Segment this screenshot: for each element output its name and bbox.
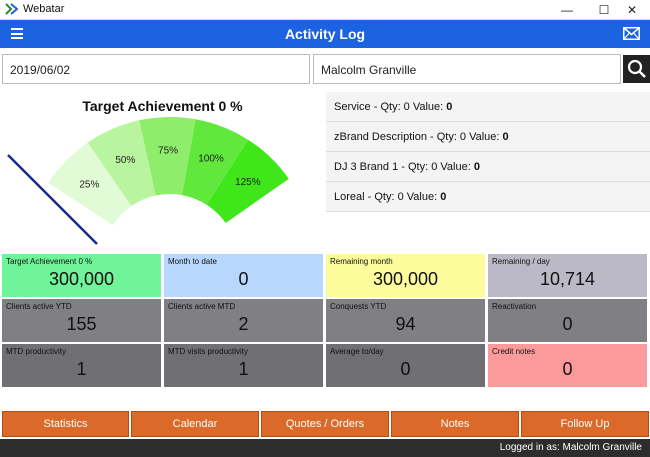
tile-value: 0 — [562, 314, 573, 334]
product-value: 0 — [446, 101, 453, 113]
tile-value: 94 — [395, 314, 416, 334]
tile-label: Credit notes — [492, 347, 536, 356]
gauge-needle — [7, 154, 98, 245]
app-header: Activity Log — [0, 20, 650, 48]
hamburger-icon[interactable] — [11, 28, 23, 39]
gauge-segment — [139, 117, 196, 196]
tile-label: Clients active YTD — [6, 302, 72, 311]
gauge-segment — [182, 119, 249, 205]
tile-value: 0 — [238, 269, 249, 289]
quotes-orders-button[interactable]: Quotes / Orders — [261, 411, 389, 437]
notes-button[interactable]: Notes — [391, 411, 519, 437]
tile-value: 300,000 — [372, 269, 439, 289]
tile-mtd-productivity[interactable]: MTD productivity 1 — [2, 344, 161, 387]
tile-credit-notes[interactable]: Credit notes 0 — [488, 344, 647, 387]
tile-label: Clients active MTD — [168, 302, 236, 311]
logged-in-text: Logged in as: Malcolm Granville — [499, 442, 642, 453]
product-item[interactable]: Loreal - Qty: 0 Value: 0 — [326, 182, 650, 212]
product-text: DJ 3 Brand 1 - Qty: 0 Value: — [334, 161, 474, 173]
tile-value: 1 — [76, 359, 87, 379]
tile-label: Reactivation — [492, 302, 537, 311]
statistics-button[interactable]: Statistics — [2, 411, 129, 437]
product-item[interactable]: Service - Qty: 0 Value: 0 — [326, 92, 650, 122]
mail-icon[interactable] — [623, 27, 640, 40]
product-text: Loreal - Qty: 0 Value: — [334, 191, 441, 203]
tile-remaining-month[interactable]: Remaining month 300,000 — [326, 254, 485, 297]
tile-label: Month to date — [168, 257, 217, 266]
gauge-segment-label: 100% — [198, 153, 224, 164]
tile-label: MTD visits productivity — [168, 347, 249, 356]
product-text: zBrand Description - Qty: 0 Value: — [334, 131, 503, 143]
status-bar: Logged in as: Malcolm Granville — [0, 439, 650, 457]
tile-label: MTD productivity — [6, 347, 67, 356]
tile-value: 0 — [400, 359, 411, 379]
product-item[interactable]: DJ 3 Brand 1 - Qty: 0 Value: 0 — [326, 152, 650, 182]
gauge-segment-label: 50% — [115, 155, 135, 166]
tile-clients-active-ytd[interactable]: Clients active YTD 155 — [2, 299, 161, 342]
window-title: Webatar — [23, 3, 65, 15]
window-titlebar: Webatar — ☐ ✕ — [0, 0, 650, 20]
gauge-segment — [48, 142, 132, 225]
tile-value: 300,000 — [48, 269, 115, 289]
gauge-title: Target Achievement 0 % — [82, 98, 243, 114]
product-value: 0 — [473, 161, 480, 173]
gauge-segment-label: 25% — [79, 180, 99, 191]
tile-value: 10,714 — [539, 269, 596, 289]
search-icon — [627, 59, 646, 78]
target-gauge: 25% 50% 75% 100% 125% — [7, 117, 289, 245]
tile-label: Remaining month — [330, 257, 393, 266]
tile-target-achievement[interactable]: Target Achievement 0 % 300,000 — [2, 254, 161, 297]
calendar-button[interactable]: Calendar — [131, 411, 259, 437]
close-button[interactable]: ✕ — [626, 3, 638, 17]
follow-up-button[interactable]: Follow Up — [521, 411, 649, 437]
product-value: 0 — [502, 131, 509, 143]
tile-label: Remaining / day — [492, 257, 550, 266]
product-list: Service - Qty: 0 Value: 0 zBrand Descrip… — [326, 92, 650, 212]
tile-value: 0 — [562, 359, 573, 379]
tile-mtd-visits-productivity[interactable]: MTD visits productivity 1 — [164, 344, 323, 387]
tile-reactivation[interactable]: Reactivation 0 — [488, 299, 647, 342]
gauge-segment — [206, 139, 289, 223]
gauge-segment-label: 75% — [158, 146, 178, 157]
tile-value: 2 — [238, 314, 249, 334]
tile-value: 155 — [66, 314, 97, 334]
tile-month-to-date[interactable]: Month to date 0 — [164, 254, 323, 297]
product-value: 0 — [440, 191, 447, 203]
tile-average-per-day[interactable]: Average to/day 0 — [326, 344, 485, 387]
rep-name-field[interactable]: Malcolm Granville — [313, 54, 621, 84]
gauge-segment — [87, 120, 156, 207]
minimize-button[interactable]: — — [561, 3, 573, 17]
tile-label: Average to/day — [330, 347, 384, 356]
tile-value: 1 — [238, 359, 249, 379]
date-field[interactable]: 2019/06/02 — [2, 54, 310, 84]
tile-remaining-day[interactable]: Remaining / day 10,714 — [488, 254, 647, 297]
tile-conquests-ytd[interactable]: Conquests YTD 94 — [326, 299, 485, 342]
page-title: Activity Log — [284, 26, 366, 42]
tile-label: Conquests YTD — [330, 302, 387, 311]
product-text: Service - Qty: 0 Value: — [334, 101, 447, 113]
tile-label: Target Achievement 0 % — [6, 257, 93, 266]
tile-clients-active-mtd[interactable]: Clients active MTD 2 — [164, 299, 323, 342]
product-item[interactable]: zBrand Description - Qty: 0 Value: 0 — [326, 122, 650, 152]
app-logo-icon — [5, 3, 18, 15]
gauge-segment-label: 125% — [235, 177, 261, 188]
maximize-button[interactable]: ☐ — [598, 3, 610, 17]
search-button[interactable] — [623, 55, 650, 83]
